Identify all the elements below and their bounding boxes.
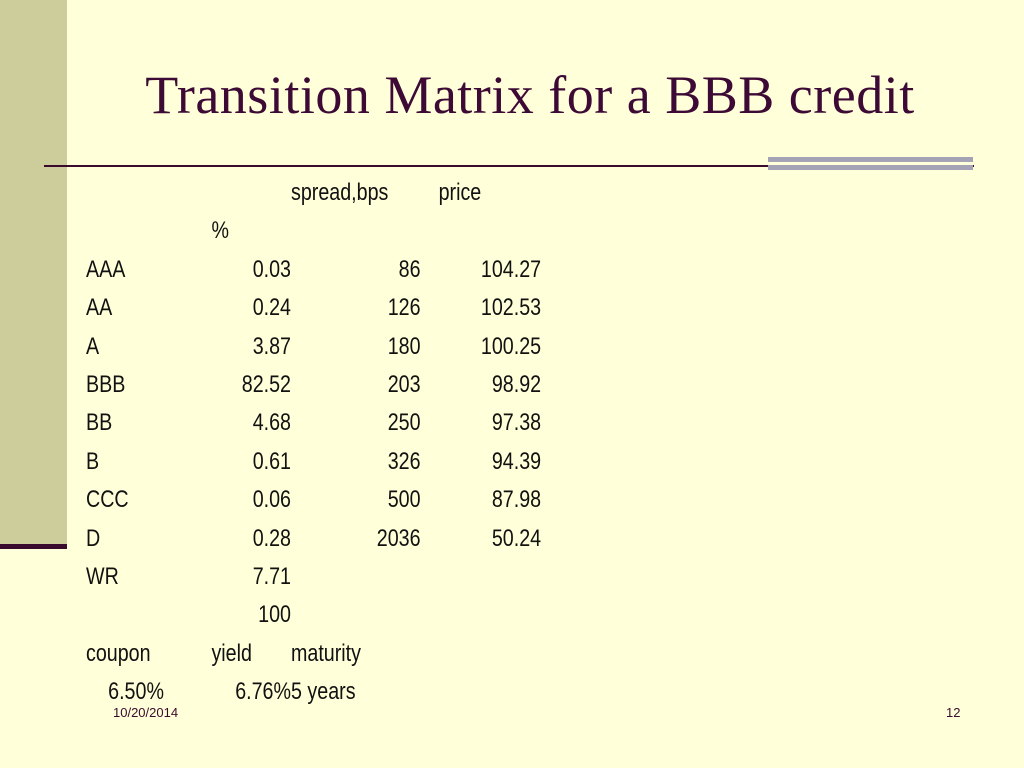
price-cell: 50.24: [491, 524, 542, 552]
price-cell: 104.27: [480, 255, 542, 283]
total-cell: 100: [258, 601, 291, 629]
header-percent: %: [211, 217, 229, 245]
table-row: AAA 0.03 86 104.27: [86, 251, 541, 289]
table-percent-row: %: [86, 212, 541, 250]
price-cell: 97.38: [491, 409, 542, 437]
page-number: 12: [946, 705, 961, 720]
bond-header-row: coupon yield maturity: [86, 635, 541, 673]
spread-cell: 250: [387, 409, 421, 437]
rating-cell: A: [86, 332, 100, 360]
price-cell: 94.39: [491, 447, 542, 475]
title-rule-accent: [768, 157, 973, 179]
yield-value: 6.76%: [235, 678, 291, 706]
rating-cell: B: [86, 447, 100, 475]
maturity-label: maturity: [291, 639, 361, 667]
table-row: WR 7.71: [86, 558, 541, 596]
header-spread: spread,bps: [291, 179, 389, 206]
pct-cell: 7.71: [252, 563, 291, 591]
table-header-row: spread,bps price: [86, 174, 541, 212]
pct-cell: 0.28: [252, 524, 291, 552]
table-total-row: 100: [86, 596, 541, 634]
maturity-value: 5 years: [291, 678, 356, 706]
table-row: BB 4.68 250 97.38: [86, 404, 541, 442]
pct-cell: 0.06: [252, 486, 291, 514]
spread-cell: 500: [387, 486, 421, 514]
rating-cell: AAA: [86, 255, 126, 283]
yield-label: yield: [211, 639, 252, 667]
spread-cell: 180: [387, 332, 421, 360]
table-row: BBB 82.52 203 98.92: [86, 366, 541, 404]
spread-cell: 326: [387, 447, 421, 475]
table-row: AA 0.24 126 102.53: [86, 289, 541, 327]
price-cell: 100.25: [480, 332, 542, 360]
rating-cell: D: [86, 524, 101, 552]
pct-cell: 82.52: [241, 371, 291, 399]
rating-cell: AA: [86, 294, 113, 322]
slide-title: Transition Matrix for a BBB credit: [145, 65, 915, 125]
rating-cell: BB: [86, 409, 113, 437]
table-row: D 0.28 2036 50.24: [86, 520, 541, 558]
bond-values-row: 6.50% 6.76% 5 years: [86, 673, 541, 711]
spread-cell: 126: [387, 294, 421, 322]
pct-cell: 0.03: [252, 255, 291, 283]
pct-cell: 4.68: [252, 409, 291, 437]
coupon-label: coupon: [86, 639, 151, 667]
rating-cell: CCC: [86, 486, 129, 514]
pct-cell: 0.61: [252, 447, 291, 475]
spread-cell: 2036: [376, 524, 421, 552]
price-cell: 98.92: [491, 371, 542, 399]
table-row: B 0.61 326 94.39: [86, 443, 541, 481]
pct-cell: 3.87: [252, 332, 291, 360]
spread-cell: 203: [387, 371, 421, 399]
footer-date: 10/20/2014: [113, 705, 179, 720]
coupon-value: 6.50%: [108, 678, 164, 706]
rating-cell: WR: [86, 563, 119, 591]
pct-cell: 0.24: [252, 294, 291, 322]
side-band: [0, 0, 67, 548]
spread-cell: 86: [398, 255, 421, 283]
rating-cell: BBB: [86, 371, 126, 399]
header-price: price: [438, 179, 482, 206]
title-rule: [44, 165, 974, 167]
price-cell: 87.98: [491, 486, 542, 514]
transition-matrix-table: spread,bps price % AAA 0.03 86 104.27 AA…: [86, 174, 541, 712]
side-accent-bar: [0, 544, 67, 549]
table-row: CCC 0.06 500 87.98: [86, 481, 541, 519]
table-row: A 3.87 180 100.25: [86, 328, 541, 366]
price-cell: 102.53: [480, 294, 542, 322]
